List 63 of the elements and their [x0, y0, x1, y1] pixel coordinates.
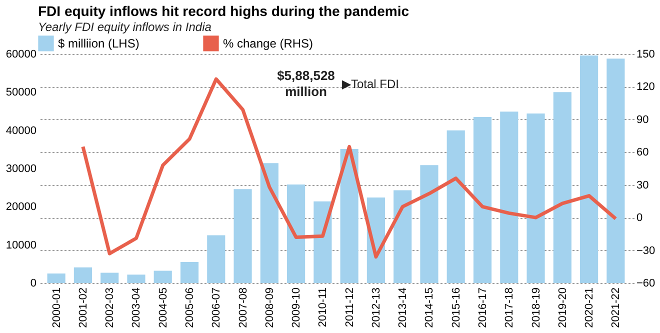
chart-subtitle: Yearly FDI equity inflows in India — [38, 20, 212, 34]
y-tick-label: 20000 — [6, 201, 36, 214]
bar — [127, 274, 146, 283]
x-tick-label: 2010-11 — [317, 288, 330, 328]
bar — [420, 165, 438, 283]
x-tick-label: 2021-22 — [610, 288, 622, 328]
y-tick-label: 10000 — [6, 239, 36, 252]
annotation: $5,88,528 million — [277, 68, 335, 99]
chart-title: FDI equity inflows hit record highs during the pandemic — [38, 3, 410, 19]
x-tick-label: 2013-14 — [397, 288, 410, 328]
bar — [234, 189, 252, 283]
bar — [580, 56, 598, 283]
legend-label: % change (RHS) — [223, 36, 314, 50]
bar — [154, 270, 172, 283]
y-tick-label: 50000 — [6, 86, 36, 99]
bar — [180, 262, 199, 283]
bar — [606, 58, 625, 283]
x-tick-label: 2004-05 — [157, 288, 170, 328]
bar — [100, 272, 119, 283]
x-tick-label: 2002-03 — [104, 288, 116, 328]
x-tick-label: 2018-19 — [530, 288, 542, 328]
y2-tick-label: −30 — [636, 244, 656, 257]
x-tick-label: 2005-06 — [184, 288, 196, 328]
y2-tick-label: 0 — [636, 212, 643, 224]
x-tick-label: 2014-15 — [424, 288, 436, 328]
y2-tick-label: −60 — [636, 278, 656, 290]
bar — [526, 114, 545, 283]
x-tick-label: 2015-16 — [450, 288, 462, 328]
bar — [74, 267, 92, 283]
x-tick-label: 2000-01 — [50, 288, 63, 328]
y-tick-label: 30000 — [6, 163, 36, 175]
x-tick-label: 2001-02 — [77, 288, 90, 328]
bar — [260, 163, 278, 283]
x-tick-label: 2017-18 — [504, 288, 516, 328]
x-tick-label: 2008-09 — [264, 288, 276, 328]
x-tick-label: 2019-20 — [556, 288, 569, 328]
bar — [340, 149, 358, 283]
y2-tick-label: 60 — [636, 146, 649, 159]
bar — [446, 130, 465, 283]
x-tick-label: 2006-07 — [210, 288, 223, 328]
y2-tick-label: 120 — [636, 81, 655, 94]
y2-tick-label: 150 — [636, 48, 655, 60]
bar — [553, 92, 572, 283]
bar — [47, 273, 66, 283]
y-tick-label: 0 — [30, 278, 36, 290]
x-tick-label: 2007-08 — [237, 288, 250, 328]
y2-tick-label: 30 — [636, 179, 649, 192]
y2-tick-label: 90 — [636, 114, 649, 126]
legend-label: $ milliion (LHS) — [58, 36, 140, 50]
annotation: ▶Total FDI — [342, 77, 400, 91]
x-tick-label: 2016-17 — [477, 288, 489, 328]
bar — [207, 235, 226, 283]
x-tick-label: 2020-21 — [584, 288, 596, 328]
x-tick-label: 2003-04 — [130, 288, 143, 328]
x-tick-label: 2012-13 — [370, 288, 382, 328]
bar — [394, 190, 412, 283]
bar — [500, 112, 518, 283]
x-tick-label: 2009-10 — [290, 288, 303, 328]
y-tick-label: 40000 — [6, 124, 36, 137]
bar — [287, 184, 306, 283]
y-tick-label: 60000 — [6, 48, 36, 60]
bar — [473, 116, 492, 283]
x-tick-label: 2011-12 — [344, 288, 356, 328]
